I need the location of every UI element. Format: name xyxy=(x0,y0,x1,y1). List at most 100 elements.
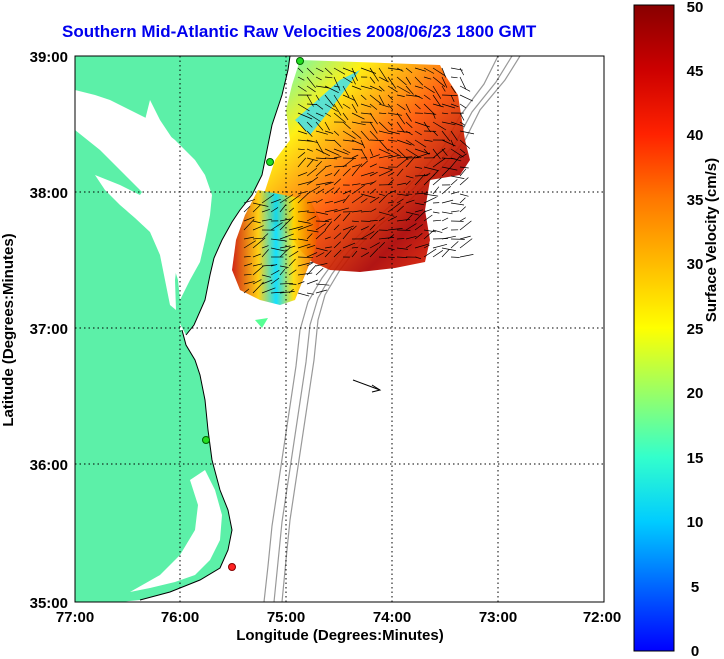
velocity-vector xyxy=(270,277,280,285)
velocity-vector xyxy=(360,85,373,90)
velocity-vector xyxy=(423,67,435,74)
velocity-vector xyxy=(324,209,338,213)
velocity-vector xyxy=(387,155,399,159)
velocity-vector xyxy=(423,196,437,204)
colorbar-tick-label: 30 xyxy=(687,256,704,273)
velocity-vector xyxy=(342,85,350,98)
velocity-vector xyxy=(342,76,353,84)
velocity-vector xyxy=(261,274,272,278)
velocity-vector xyxy=(315,94,320,101)
velocity-vector xyxy=(333,112,346,123)
velocity-vector xyxy=(324,121,330,131)
velocity-vector xyxy=(414,94,423,100)
velocity-vector xyxy=(459,220,472,231)
velocity-vector xyxy=(324,67,333,75)
velocity-vector xyxy=(459,254,474,258)
velocity-vector xyxy=(252,237,266,249)
velocity-vector xyxy=(315,85,330,89)
velocity-vector xyxy=(342,103,351,109)
velocity-vector xyxy=(351,139,364,146)
velocity-vector xyxy=(288,250,299,258)
velocity-vector xyxy=(387,139,398,142)
station-marker xyxy=(266,158,274,166)
velocity-vector xyxy=(252,253,261,258)
station-marker xyxy=(296,57,304,65)
velocity-vector xyxy=(441,199,454,204)
velocity-vector xyxy=(306,159,314,168)
velocity-vector xyxy=(396,205,404,213)
velocity-vector xyxy=(270,198,281,204)
velocity-vector xyxy=(243,273,252,276)
velocity-vector xyxy=(270,269,280,276)
velocity-vector xyxy=(324,157,338,160)
velocity-vector xyxy=(441,76,448,88)
velocity-vector xyxy=(279,265,289,268)
velocity-vector xyxy=(351,154,359,159)
velocity-vector xyxy=(297,292,310,297)
velocity-vector xyxy=(450,157,462,162)
station-marker xyxy=(202,436,210,444)
velocity-vector xyxy=(243,263,253,267)
velocity-vector xyxy=(396,76,407,86)
velocity-vector xyxy=(342,242,356,249)
velocity-vector xyxy=(324,103,338,112)
velocity-vector xyxy=(306,148,313,152)
velocity-vector xyxy=(288,258,296,267)
velocity-vector xyxy=(423,208,432,213)
velocity-vector xyxy=(450,94,455,102)
velocity-vector xyxy=(378,217,385,222)
x-tick-label: 77:00 xyxy=(56,609,94,626)
velocity-vector xyxy=(459,206,466,213)
velocity-vector xyxy=(333,148,349,155)
velocity-vector xyxy=(342,212,351,222)
velocity-vector xyxy=(333,224,340,231)
velocity-vector xyxy=(324,76,333,79)
velocity-vector xyxy=(459,85,471,92)
velocity-vector xyxy=(414,202,425,206)
velocity-vector xyxy=(351,163,363,177)
velocity-vectors xyxy=(243,67,475,297)
velocity-vector xyxy=(297,256,314,259)
velocity-vector xyxy=(324,181,334,186)
velocity-vector xyxy=(342,168,351,177)
velocity-vector xyxy=(351,94,359,107)
velocity-vector xyxy=(315,220,330,222)
velocity-vector xyxy=(378,166,393,170)
velocity-vector xyxy=(369,76,376,84)
velocity-vector xyxy=(333,156,342,159)
velocity-vector xyxy=(306,121,313,128)
velocity-vector xyxy=(423,94,431,100)
velocity-vector xyxy=(288,245,296,249)
y-tick-label: 36:00 xyxy=(30,457,68,474)
velocity-vector xyxy=(315,112,324,117)
velocity-vector xyxy=(423,244,430,249)
velocity-vector xyxy=(369,154,380,159)
velocity-vector xyxy=(306,292,314,295)
velocity-vector xyxy=(315,247,328,252)
velocity-vector xyxy=(324,94,335,108)
velocity-vector xyxy=(405,244,412,249)
velocity-vector xyxy=(297,210,309,213)
land-mass xyxy=(75,56,291,602)
velocity-vector xyxy=(459,76,467,90)
velocity-vector xyxy=(360,160,369,168)
velocity-vector xyxy=(396,247,409,250)
velocity-vector xyxy=(324,200,334,204)
velocity-vector xyxy=(270,238,287,242)
y-tick-label: 35:00 xyxy=(30,595,68,612)
velocity-vector xyxy=(450,179,458,186)
velocity-vector xyxy=(360,94,367,101)
velocity-vector xyxy=(423,139,433,142)
velocity-vector xyxy=(405,103,411,114)
velocity-vector xyxy=(297,272,313,276)
velocity-vector xyxy=(369,248,379,258)
velocity-vector xyxy=(414,130,422,136)
velocity-vector xyxy=(369,94,382,105)
velocity-vector xyxy=(360,220,371,222)
x-tick-label: 74:00 xyxy=(373,609,411,626)
velocity-vector xyxy=(387,76,397,89)
velocity-vector xyxy=(252,225,264,231)
velocity-vector xyxy=(414,139,427,148)
velocity-vector xyxy=(432,186,440,195)
velocity-vector xyxy=(342,94,356,101)
